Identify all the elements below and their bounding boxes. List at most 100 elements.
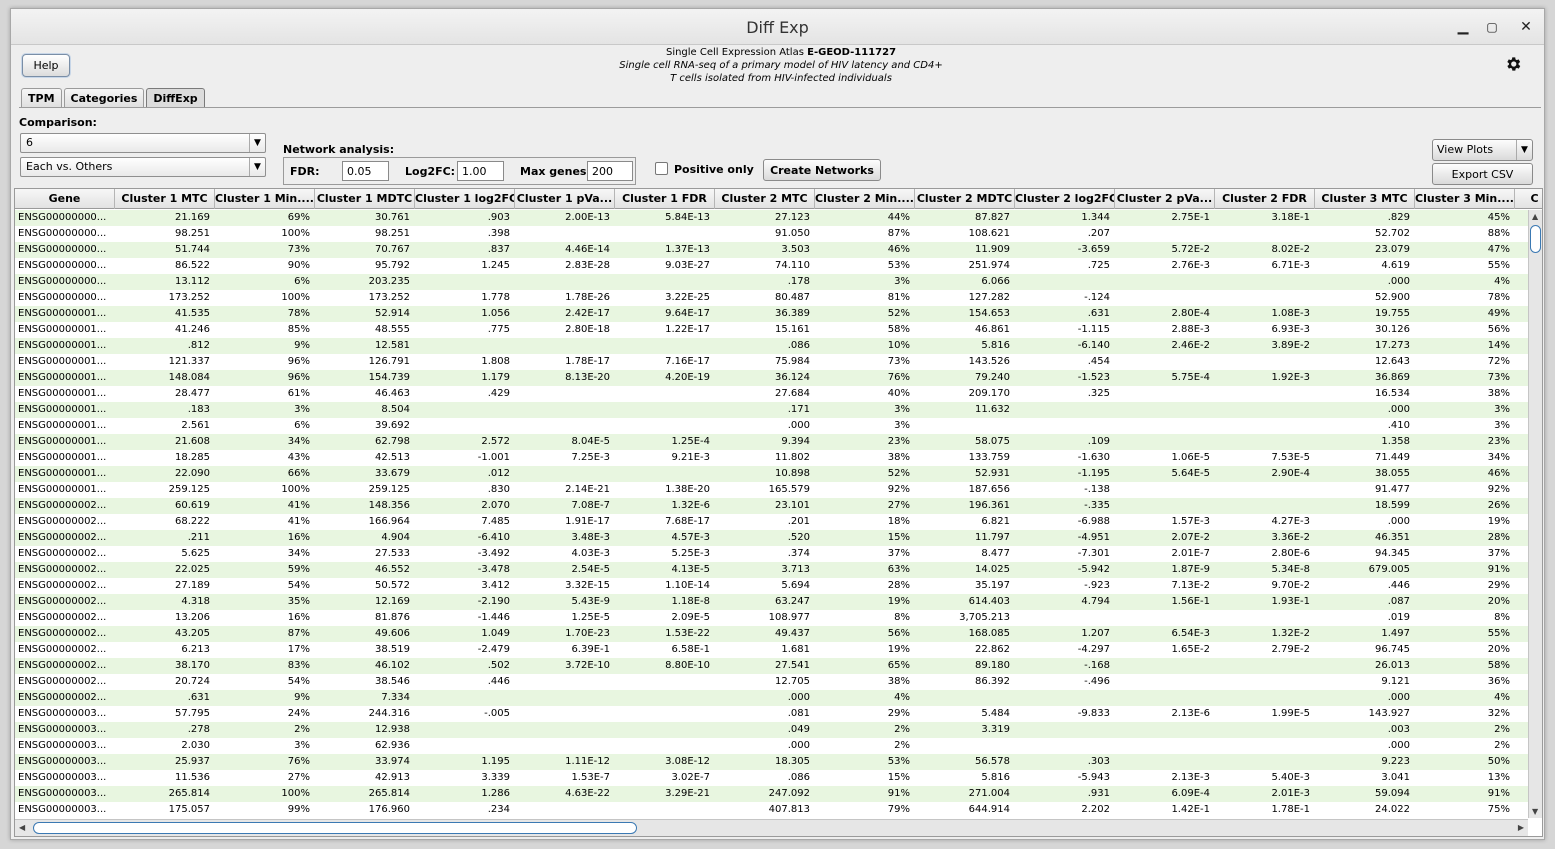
- column-header[interactable]: Cluster 1 FDR: [615, 189, 715, 209]
- column-header[interactable]: C: [1515, 189, 1542, 209]
- export-csv-button[interactable]: Export CSV: [1432, 163, 1533, 185]
- table-cell: 2%: [894, 740, 910, 751]
- fdr-input[interactable]: [342, 161, 389, 181]
- table-row[interactable]: ENSG00000000... 98.251 100% 98.251 .398 91.05…: [15, 226, 1528, 242]
- table-row[interactable]: ENSG00000003... 265.814 100% 265.814 1.286 4.…: [15, 786, 1528, 802]
- table-row[interactable]: ENSG00000001... 259.125 100% 259.125 .830 2.1…: [15, 482, 1528, 498]
- scroll-down-icon[interactable]: ▼: [1532, 807, 1539, 816]
- table-row[interactable]: ENSG00000000... 21.169 69% 30.761 .903 2.00E-…: [15, 210, 1528, 226]
- table-row[interactable]: ENSG00000003... 2.030 3% 62.936 .000 2% .000 2%: [15, 738, 1528, 754]
- table-cell: 2%: [894, 724, 910, 735]
- table-row[interactable]: ENSG00000003... 57.795 24% 244.316 -.005 .081…: [15, 706, 1528, 722]
- table-row[interactable]: ENSG00000001... 28.477 61% 46.463 .429 27.684…: [15, 386, 1528, 402]
- table-row[interactable]: ENSG00000002... 22.025 59% 46.552 -3.478 2.54…: [15, 562, 1528, 578]
- column-header[interactable]: Cluster 3 Min....: [1415, 189, 1515, 209]
- column-header[interactable]: Cluster 1 MDTC: [315, 189, 415, 209]
- title-bar[interactable]: Diff Exp ▁ ▢ ✕: [11, 9, 1544, 45]
- table-cell: .086: [787, 340, 810, 351]
- scroll-right-icon[interactable]: ▶: [1517, 823, 1524, 832]
- table-row[interactable]: ENSG00000002... 43.205 87% 49.606 1.049 1.70E…: [15, 626, 1528, 642]
- table-row[interactable]: ENSG00000001... 41.535 78% 52.914 1.056 2.42E…: [15, 306, 1528, 322]
- create-networks-button[interactable]: Create Networks: [763, 159, 881, 181]
- table-row[interactable]: ENSG00000000... 13.112 6% 203.235 .178 3% 6.06…: [15, 274, 1528, 290]
- table-row[interactable]: ENSG00000001... .812 9% 12.581 .086 10% 5.816 -…: [15, 338, 1528, 354]
- table-row[interactable]: ENSG00000002... 68.222 41% 166.964 7.485 1.91…: [15, 514, 1528, 530]
- column-header[interactable]: Cluster 1 Min....: [215, 189, 315, 209]
- column-header[interactable]: Cluster 1 pVa...: [515, 189, 615, 209]
- table-row[interactable]: ENSG00000003... 11.536 27% 42.913 3.339 1.53E…: [15, 770, 1528, 786]
- table-row[interactable]: ENSG00000003... 25.937 76% 33.974 1.195 1.11E…: [15, 754, 1528, 770]
- column-header[interactable]: Cluster 2 FDR: [1215, 189, 1315, 209]
- column-header[interactable]: Cluster 2 MTC: [715, 189, 815, 209]
- table-row[interactable]: ENSG00000003... .278 2% 12.938 .049 2% 3.319 .0…: [15, 722, 1528, 738]
- table-cell: [915, 690, 1015, 706]
- table-row[interactable]: ENSG00000001... 148.084 96% 154.739 1.179 8.1…: [15, 370, 1528, 386]
- table-row[interactable]: ENSG00000001... 22.090 66% 33.679 .012 10.898…: [15, 466, 1528, 482]
- table-row[interactable]: ENSG00000003... 175.057 99% 176.960 .234 407.…: [15, 802, 1528, 818]
- gear-icon[interactable]: [1504, 55, 1522, 73]
- table-row[interactable]: ENSG00000002... 4.318 35% 12.169 -2.190 5.43E…: [15, 594, 1528, 610]
- horizontal-scrollbar[interactable]: ◀ ▶: [15, 819, 1528, 836]
- comparison-select[interactable]: 6 ▼: [20, 133, 266, 153]
- horizontal-scroll-thumb[interactable]: [33, 822, 637, 834]
- chevron-down-icon[interactable]: ▼: [1516, 140, 1532, 160]
- vertical-scroll-thumb[interactable]: [1530, 225, 1541, 253]
- table-row[interactable]: ENSG00000002... 13.206 16% 81.876 -1.446 1.25…: [15, 610, 1528, 626]
- table-row[interactable]: ENSG00000001... .183 3% 8.504 .171 3% 11.632 .0…: [15, 402, 1528, 418]
- fdr-label: FDR:: [290, 165, 320, 178]
- scroll-up-icon[interactable]: ▲: [1532, 212, 1539, 221]
- tab-tpm[interactable]: TPM: [21, 88, 62, 108]
- table-row[interactable]: ENSG00000000... 173.252 100% 173.252 1.778 1.…: [15, 290, 1528, 306]
- table-row[interactable]: ENSG00000000... 86.522 90% 95.792 1.245 2.83E…: [15, 258, 1528, 274]
- chevron-down-icon[interactable]: ▼: [249, 134, 265, 152]
- column-header[interactable]: Cluster 1 log2FC: [415, 189, 515, 209]
- log2fc-input[interactable]: [457, 161, 504, 181]
- tab-categories[interactable]: Categories: [63, 88, 145, 108]
- header-dataset-id: E-GEOD-111727: [807, 47, 897, 58]
- table-cell: 1.344: [1081, 212, 1110, 223]
- table-row[interactable]: ENSG00000002... .631 9% 7.334 .000 4% .000 4%: [15, 690, 1528, 706]
- table-row[interactable]: ENSG00000002... 6.213 17% 38.519 -2.479 6.39E…: [15, 642, 1528, 658]
- table-cell: 100%: [281, 292, 310, 303]
- scroll-left-icon[interactable]: ◀: [19, 823, 26, 832]
- table-row[interactable]: ENSG00000002... 20.724 54% 38.546 .446 12.705…: [15, 674, 1528, 690]
- table-cell: .000: [1387, 516, 1410, 527]
- table-row[interactable]: ENSG00000001... 41.246 85% 48.555 .775 2.80E-…: [15, 322, 1528, 338]
- vertical-scrollbar[interactable]: ▲ ▼: [1528, 210, 1542, 818]
- table-cell: 73%: [287, 244, 310, 255]
- maximize-icon[interactable]: ▢: [1486, 20, 1498, 34]
- table-row[interactable]: ENSG00000000... 51.744 73% 70.767 .837 4.46E-…: [15, 242, 1528, 258]
- view-plots-select[interactable]: View Plots ▼: [1432, 139, 1533, 161]
- max-genes-input[interactable]: [587, 161, 633, 181]
- table-cell: 8%: [1494, 612, 1510, 623]
- column-header[interactable]: Cluster 2 pVa...: [1115, 189, 1215, 209]
- column-header[interactable]: Cluster 2 log2FC: [1015, 189, 1115, 209]
- column-header[interactable]: Cluster 1 MTC: [115, 189, 215, 209]
- column-header[interactable]: Cluster 2 MDTC: [915, 189, 1015, 209]
- minimize-icon[interactable]: ▁: [1457, 19, 1469, 35]
- tab-diffexp[interactable]: DiffExp: [146, 88, 205, 108]
- chevron-down-icon[interactable]: ▼: [249, 158, 265, 176]
- table-row[interactable]: ENSG00000002... 5.625 34% 27.533 -3.492 4.03E…: [15, 546, 1528, 562]
- help-button[interactable]: Help: [22, 54, 70, 77]
- column-header[interactable]: Cluster 2 Min....: [815, 189, 915, 209]
- table-cell: 92%: [1487, 484, 1510, 495]
- table-cell: 1.18E-8: [671, 596, 710, 607]
- table-row[interactable]: ENSG00000002... 27.189 54% 50.572 3.412 3.32E…: [15, 578, 1528, 594]
- table-row[interactable]: ENSG00000002... .211 16% 4.904 -6.410 3.48E-3…: [15, 530, 1528, 546]
- table-row[interactable]: ENSG00000001... 121.337 96% 126.791 1.808 1.7…: [15, 354, 1528, 370]
- table-row[interactable]: ENSG00000001... 21.608 34% 62.798 2.572 8.04E…: [15, 434, 1528, 450]
- comparison-mode-select[interactable]: Each vs. Others ▼: [20, 157, 266, 177]
- close-icon[interactable]: ✕: [1520, 19, 1532, 35]
- table-row[interactable]: ENSG00000001... 2.561 6% 39.692 .000 3% .410 3%: [15, 418, 1528, 434]
- table-cell: 86.392: [975, 676, 1010, 687]
- table-cell: 79%: [887, 804, 910, 815]
- table-row[interactable]: ENSG00000002... 60.619 41% 148.356 2.070 7.08…: [15, 498, 1528, 514]
- column-header[interactable]: Gene: [15, 189, 115, 209]
- positive-only-checkbox[interactable]: [655, 162, 668, 175]
- table-cell: 108.621: [968, 228, 1010, 239]
- table-cell: 62.936: [375, 740, 410, 751]
- table-row[interactable]: ENSG00000001... 18.285 43% 42.513 -1.001 7.25…: [15, 450, 1528, 466]
- column-header[interactable]: Cluster 3 MTC: [1315, 189, 1415, 209]
- table-row[interactable]: ENSG00000002... 38.170 83% 46.102 .502 3.72E-…: [15, 658, 1528, 674]
